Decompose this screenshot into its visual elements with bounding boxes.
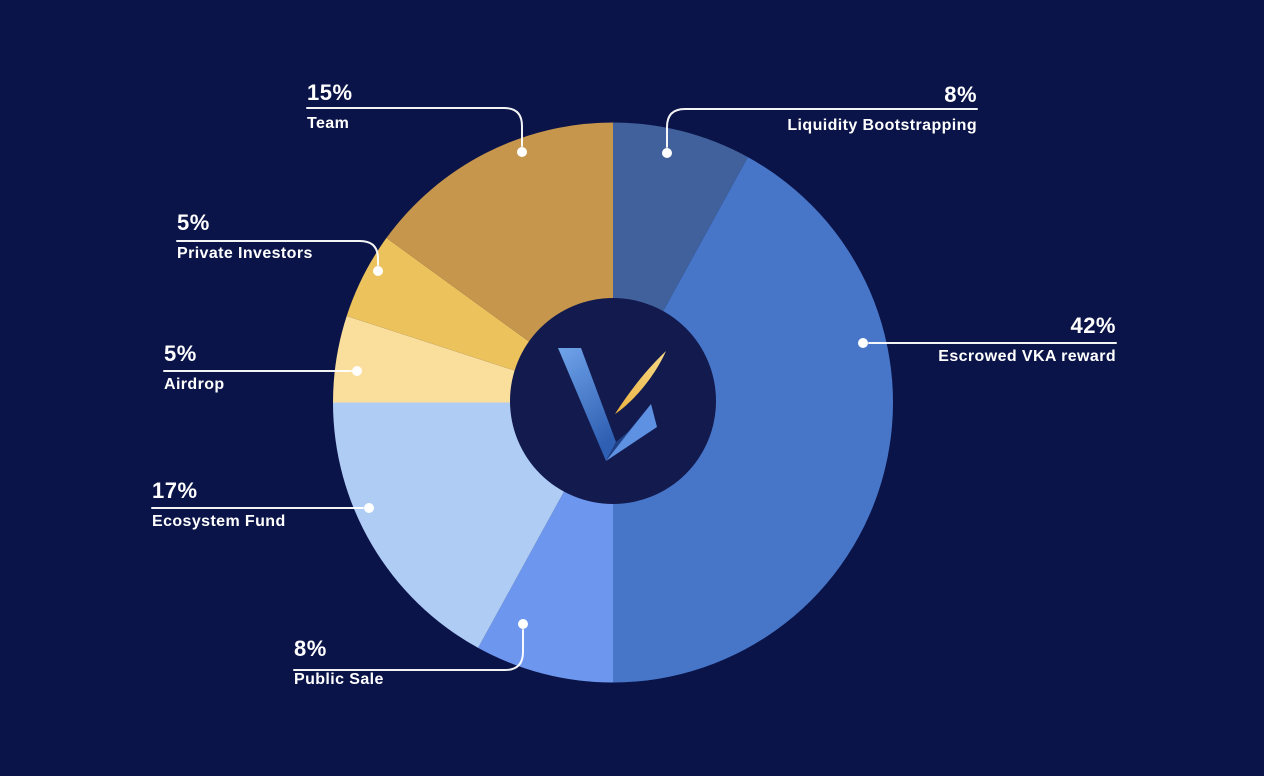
callout-liquidity-bootstrapping-percent: 8% bbox=[944, 82, 977, 107]
callout-leader-lines bbox=[151, 107, 1117, 671]
callout-escrowed-vka-reward-name: Escrowed VKA reward bbox=[938, 348, 1116, 365]
callout-escrowed-vka-reward-percent: 42% bbox=[1070, 313, 1116, 338]
callout-private-investors: 5% Private Investors bbox=[177, 212, 313, 262]
callout-public-sale-percent: 8% bbox=[294, 636, 327, 661]
callout-ecosystem-fund: 17% Ecosystem Fund bbox=[152, 480, 286, 530]
leader-dot-team bbox=[517, 147, 527, 157]
callout-private-investors-percent: 5% bbox=[177, 210, 210, 235]
pie-slice-escrowed-vka-reward bbox=[613, 157, 894, 683]
callout-private-investors-name: Private Investors bbox=[177, 245, 313, 262]
leader-line-team bbox=[306, 107, 523, 147]
logo-v-left-stroke-icon bbox=[558, 348, 616, 461]
leader-dot-private-investors bbox=[373, 266, 383, 276]
callout-team-percent: 15% bbox=[307, 80, 353, 105]
leader-dot-airdrop bbox=[352, 366, 362, 376]
callout-ecosystem-fund-percent: 17% bbox=[152, 478, 198, 503]
leader-dot-public-sale bbox=[518, 619, 528, 629]
callout-escrowed-vka-reward: 42% Escrowed VKA reward bbox=[938, 315, 1116, 365]
vka-logo bbox=[558, 348, 666, 461]
callout-team: 15% Team bbox=[307, 82, 353, 132]
leader-dot-escrowed-vka-reward bbox=[858, 338, 868, 348]
leader-dot-liquidity-bootstrapping bbox=[662, 148, 672, 158]
leader-line-public-sale bbox=[293, 629, 524, 671]
callout-team-name: Team bbox=[307, 115, 350, 132]
leader-line-liquidity-bootstrapping bbox=[666, 108, 978, 148]
callout-airdrop-name: Airdrop bbox=[164, 376, 225, 393]
logo-v-right-facet-icon bbox=[606, 404, 657, 461]
leader-line-private-investors bbox=[176, 240, 379, 266]
donut-hole bbox=[510, 298, 716, 504]
leader-dot-ecosystem-fund bbox=[364, 503, 374, 513]
callout-public-sale: 8% Public Sale bbox=[294, 638, 384, 688]
callout-airdrop-percent: 5% bbox=[164, 341, 197, 366]
callout-liquidity-bootstrapping: 8% Liquidity Bootstrapping bbox=[787, 84, 977, 134]
callout-ecosystem-fund-name: Ecosystem Fund bbox=[152, 513, 286, 530]
callout-liquidity-bootstrapping-name: Liquidity Bootstrapping bbox=[787, 117, 977, 134]
callout-public-sale-name: Public Sale bbox=[294, 671, 384, 688]
callout-airdrop: 5% Airdrop bbox=[164, 343, 225, 393]
logo-spark-icon bbox=[615, 351, 666, 414]
